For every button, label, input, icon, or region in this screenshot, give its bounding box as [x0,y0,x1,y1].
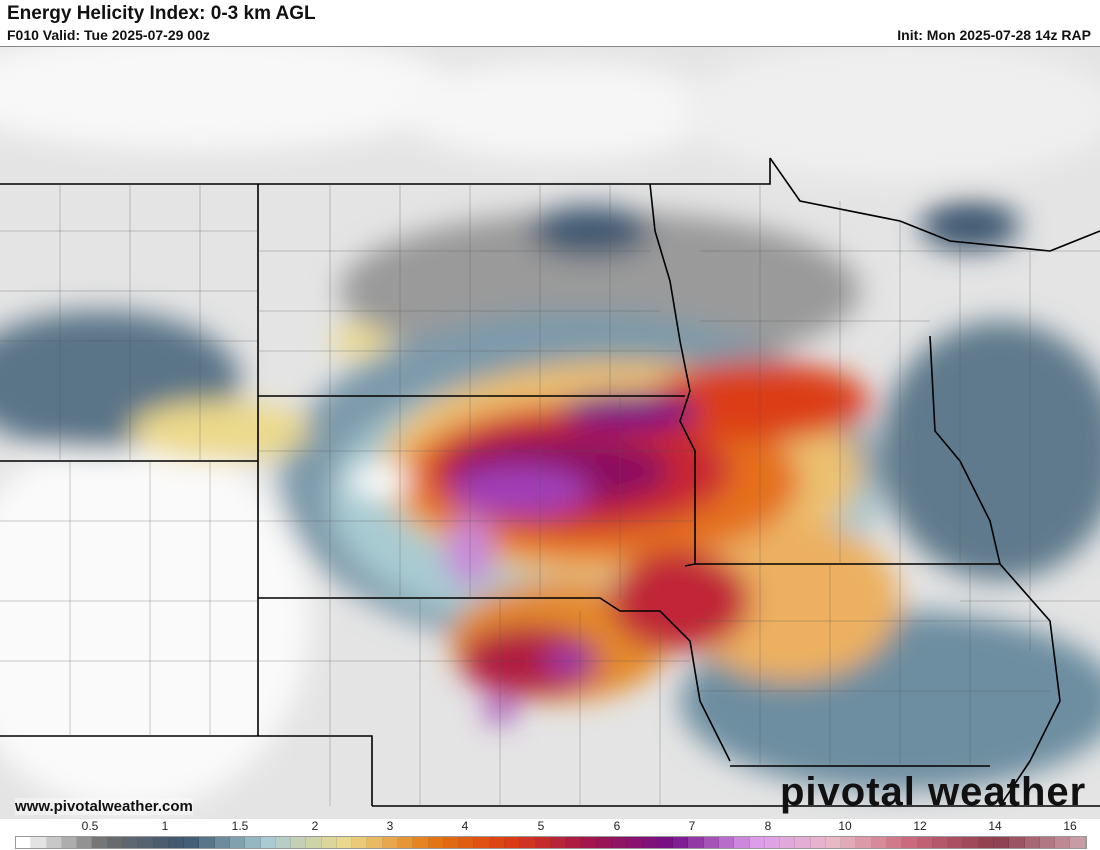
colorbar-tick-label: 7 [688,819,696,833]
colorbar-swatch [505,837,521,848]
init-time: Init: Mon 2025-07-28 14z RAP [897,27,1091,43]
colorbar-swatch [1070,837,1086,848]
colorbar-swatch [841,837,857,848]
colorbar-swatch [168,837,185,848]
colorbar-swatch [77,837,93,848]
colorbar-swatch [703,837,719,848]
colorbar-swatch [489,837,505,848]
colorbar-swatch [184,837,200,848]
colorbar-swatch [229,837,246,848]
colorbar-swatch [443,837,460,848]
colorbar-swatch [92,837,108,848]
colorbar-tick-label: 12 [913,819,927,833]
colorbar-swatch [245,837,261,848]
colorbar-swatch [520,837,536,848]
colorbar-swatch [581,837,597,848]
colorbar-swatch [260,837,276,848]
colorbar [15,836,1087,849]
colorbar-swatch [275,837,292,848]
colorbar-swatch [61,837,78,848]
colorbar-swatch [291,837,307,848]
colorbar-swatch [642,837,658,848]
map-title: Energy Helicity Index: 0-3 km AGL [7,3,316,24]
colorbar-swatch [917,837,933,848]
colorbar-swatch [994,837,1010,848]
colorbar-swatch [627,837,643,848]
colorbar-swatch [780,837,796,848]
colorbar-swatch [825,837,842,848]
colorbar-swatch [199,837,215,848]
colorbar-swatch [413,837,429,848]
colorbar-swatch [596,837,612,848]
colorbar-labels: 0.5 1 1.5 2 3 4 5 6 7 8 10 12 14 16 [0,819,1100,835]
colorbar-swatch [474,837,490,848]
colorbar-swatch [352,837,368,848]
colorbar-swatch [611,837,628,848]
colorbar-swatch [1024,837,1040,848]
colorbar-swatch [948,837,964,848]
colorbar-tick-label: 5 [537,819,545,833]
watermark-url: www.pivotalweather.com [15,798,193,815]
colorbar-swatch [336,837,353,848]
colorbar-tick-label: 1.5 [231,819,249,833]
colorbar-tick-label: 4 [461,819,469,833]
colorbar-swatch [214,837,230,848]
colorbar-swatch [657,837,674,848]
colorbar-swatch [321,837,337,848]
valid-time: F010 Valid: Tue 2025-07-29 00z [7,27,210,43]
colorbar-swatch [871,837,888,848]
colorbar-swatch [16,837,32,848]
colorbar-swatch [887,837,903,848]
colorbar-swatch [46,837,62,848]
colorbar-tick-label: 14 [988,819,1002,833]
colorbar-swatch [367,837,383,848]
colorbar-swatch [428,837,444,848]
colorbar-swatch [566,837,582,848]
colorbar-swatch [932,837,949,848]
colorbar-tick-label: 8 [764,819,772,833]
colorbar-swatch [122,837,139,848]
colorbar-swatch [1009,837,1025,848]
colorbar-tick-label: 10 [838,819,852,833]
colorbar-swatch [535,837,551,848]
colorbar-swatch [550,837,567,848]
colorbar-tick-label: 16 [1063,819,1077,833]
colorbar-swatch [153,837,169,848]
colorbar-tick-label: 3 [386,819,394,833]
county-borders [0,184,1100,806]
colorbar-tick-label: 0.5 [81,819,99,833]
colorbar-swatch [856,837,872,848]
colorbar-swatch [138,837,154,848]
colorbar-swatch [459,837,475,848]
colorbar-tick-label: 1 [161,819,169,833]
colorbar-swatch [795,837,811,848]
colorbar-swatch [673,837,689,848]
colorbar-swatch [107,837,123,848]
colorbar-swatch [902,837,918,848]
colorbar-swatch [1055,837,1071,848]
ehi-map [0,46,1100,819]
colorbar-swatch [764,837,781,848]
colorbar-swatch [31,837,47,848]
colorbar-swatch [978,837,994,848]
colorbar-swatch [306,837,322,848]
colorbar-swatch [398,837,414,848]
watermark-logo: pivotal weather [780,770,1087,814]
colorbar-tick-label: 2 [311,819,319,833]
state-borders [0,157,1100,807]
colorbar-swatch [718,837,735,848]
colorbar-swatch [810,837,826,848]
colorbar-swatch [382,837,399,848]
colorbar-swatch [963,837,979,848]
colorbar-swatch [734,837,750,848]
colorbar-swatch [749,837,765,848]
colorbar-swatch [1039,837,1056,848]
colorbar-tick-label: 6 [613,819,621,833]
colorbar-swatch [688,837,704,848]
